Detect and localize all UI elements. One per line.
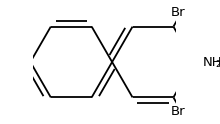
- Text: Br: Br: [171, 105, 185, 118]
- Text: Br: Br: [171, 6, 185, 19]
- Text: 2: 2: [215, 60, 220, 69]
- Text: NH: NH: [203, 56, 220, 68]
